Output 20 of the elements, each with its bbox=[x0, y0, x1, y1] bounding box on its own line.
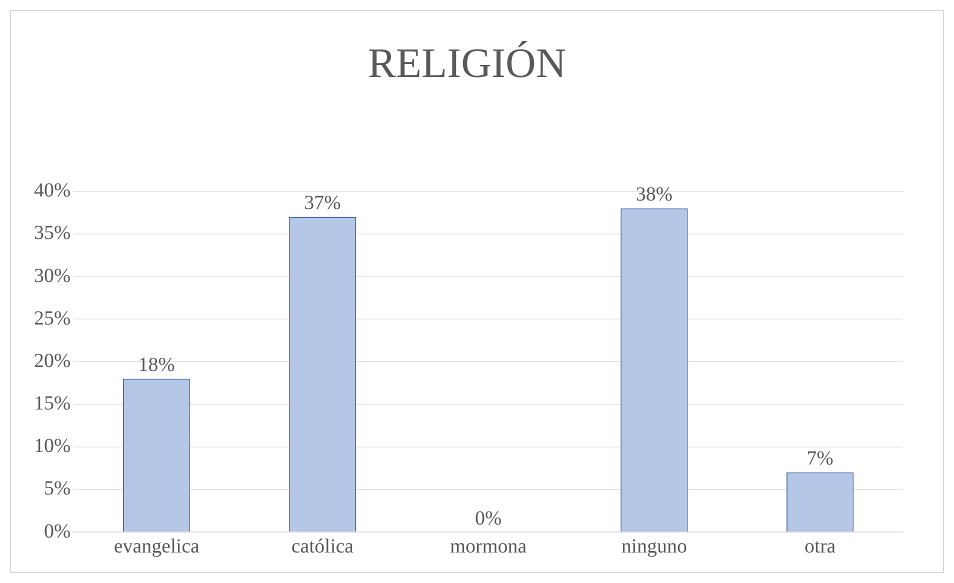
data-label: 37% bbox=[304, 192, 341, 214]
data-label: 7% bbox=[806, 448, 834, 470]
data-label: 18% bbox=[138, 354, 175, 376]
y-tick-label: 35% bbox=[34, 222, 71, 244]
y-tick-label: 0% bbox=[44, 520, 71, 542]
y-tick-label: 20% bbox=[34, 350, 71, 372]
y-tick-label: 40% bbox=[34, 180, 71, 202]
data-label: 38% bbox=[636, 184, 673, 206]
x-tick-label: católica bbox=[291, 535, 354, 558]
y-tick-label: 5% bbox=[44, 478, 71, 500]
y-tick-label: 25% bbox=[34, 307, 71, 330]
chart-title: RELIGIÓN bbox=[368, 40, 566, 88]
x-tick-label: evangelica bbox=[114, 535, 200, 558]
x-tick-label: otra bbox=[804, 535, 836, 558]
y-tick-label: 10% bbox=[34, 435, 71, 458]
y-tick-label: 30% bbox=[34, 264, 71, 287]
x-tick-label: mormona bbox=[450, 535, 527, 558]
data-label: 0% bbox=[474, 507, 502, 530]
x-tick-label: ninguno bbox=[621, 535, 687, 558]
y-tick-label: 15% bbox=[34, 392, 71, 415]
